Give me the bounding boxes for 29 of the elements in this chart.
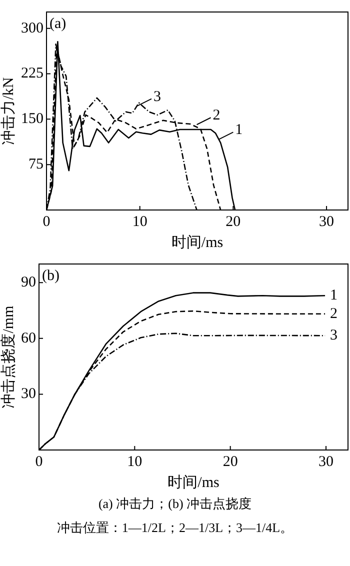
x-tick-label: 20 (226, 214, 241, 230)
annotation: (b) (42, 268, 60, 284)
series-label: 1 (330, 288, 338, 304)
x-tick-label: 10 (132, 214, 148, 230)
y-tick-label: 30 (21, 386, 36, 402)
x-tick-label: 20 (222, 454, 238, 470)
y-tick-label: 150 (21, 111, 44, 128)
x-axis-title: 时间/ms (168, 474, 220, 491)
series-label: 3 (330, 328, 338, 344)
y-tick-label: 225 (21, 66, 44, 82)
series-label: 2 (330, 306, 338, 322)
annotation: (a) (50, 16, 66, 32)
y-tick-label: 90 (21, 274, 36, 291)
annotation: 2 (212, 108, 220, 124)
annotation: 3 (154, 88, 162, 105)
y-tick-label: 300 (21, 20, 44, 36)
annotation: 1 (235, 122, 243, 138)
x-tick-label: 10 (127, 454, 142, 470)
text: (a) 冲击力；(b) 冲击点挠度 (97, 495, 253, 513)
x-tick-label: 30 (318, 454, 334, 470)
x-axis-title: 时间/ms (171, 234, 224, 251)
y-axis-title: 冲击点挠度/mm (0, 305, 17, 408)
y-tick-label: 60 (21, 330, 36, 346)
y-tick-label: 75 (28, 156, 44, 173)
x-tick-label: 0 (42, 214, 50, 230)
text: 冲击位置：1—1/2L；2—1/3L；3—1/4L。 (56, 519, 294, 537)
y-axis-title: 冲击力/kN (0, 77, 17, 145)
x-tick-label: 0 (35, 454, 43, 470)
x-tick-label: 30 (319, 214, 334, 230)
